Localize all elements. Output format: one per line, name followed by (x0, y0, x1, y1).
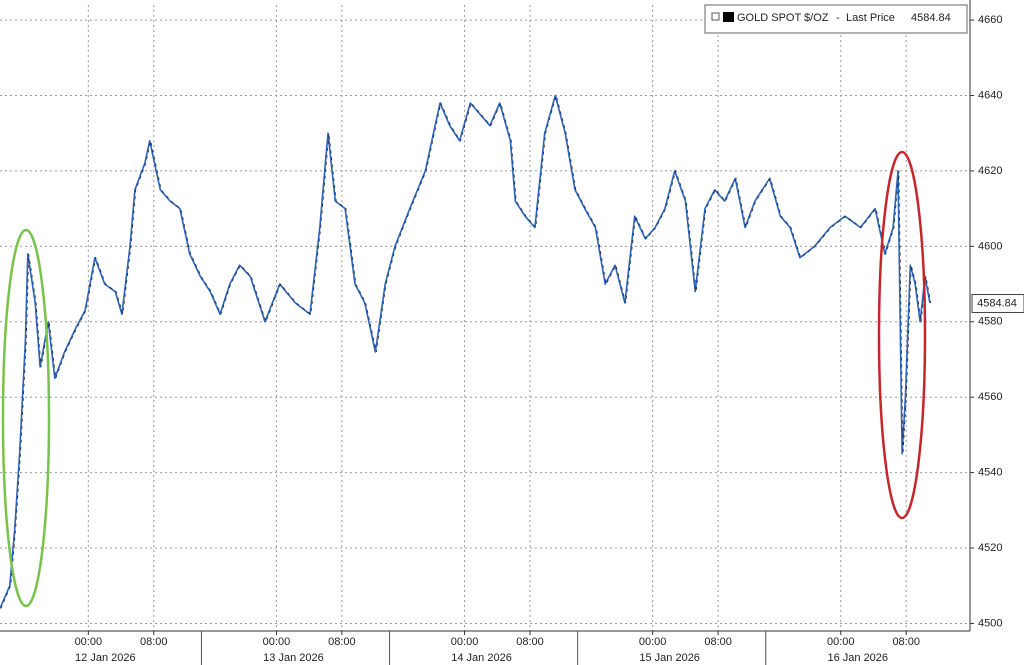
date-label: 13 Jan 2026 (263, 652, 324, 664)
legend-label: Last Price (846, 12, 895, 24)
y-tick-label: 4580 (978, 316, 1002, 328)
last-price-box (971, 294, 1024, 314)
legend-box (704, 4, 968, 34)
price-line (0, 94, 931, 609)
price-line-shadow (0, 94, 932, 609)
y-tick-label: 4560 (978, 391, 1002, 403)
x-tick-label: 08:00 (516, 636, 544, 648)
date-label: 15 Jan 2026 (639, 652, 700, 664)
date-label: 16 Jan 2026 (827, 652, 888, 664)
axes: 4500 4520 4540 4560 4580 4600 4620 4640 4660 00:0… (75, 14, 1024, 665)
legend-swatch (723, 12, 734, 22)
y-tick-label: 4620 (978, 165, 1002, 177)
plot (0, 94, 932, 609)
y-tick-label: 4520 (978, 542, 1002, 554)
x-tick-label: 00:00 (75, 636, 103, 648)
x-tick-label: 08:00 (704, 636, 732, 648)
highlight-red (877, 150, 927, 520)
y-tick-label: 4500 (978, 617, 1002, 629)
x-tick-label: 00:00 (639, 636, 667, 648)
grid (0, 5, 970, 631)
x-tick-label: 08:00 (892, 636, 920, 648)
x-tick-label: 08:00 (328, 636, 356, 648)
date-label: 12 Jan 2026 (75, 652, 136, 664)
legend-toggle (711, 12, 720, 21)
y-tick-label: 4540 (978, 467, 1002, 479)
highlight-green (1, 228, 51, 608)
legend: GOLD SPOT $/OZ - Last Price 4584.84 (704, 4, 968, 34)
legend-value: 4584.84 (911, 12, 951, 24)
date-label: 14 Jan 2026 (451, 652, 512, 664)
y-tick-label: 4600 (978, 240, 1002, 252)
x-tick-label: 08:00 (140, 636, 168, 648)
x-tick-label: 00:00 (263, 636, 291, 648)
y-tick-label: 4660 (978, 14, 1002, 26)
last-price-label: 4584.84 (977, 297, 1017, 309)
legend-separator: - (836, 12, 840, 24)
legend-series-name: GOLD SPOT $/OZ (737, 12, 829, 24)
x-tick-label: 00:00 (827, 636, 855, 648)
y-tick-label: 4640 (978, 89, 1002, 101)
x-tick-label: 00:00 (451, 636, 479, 648)
